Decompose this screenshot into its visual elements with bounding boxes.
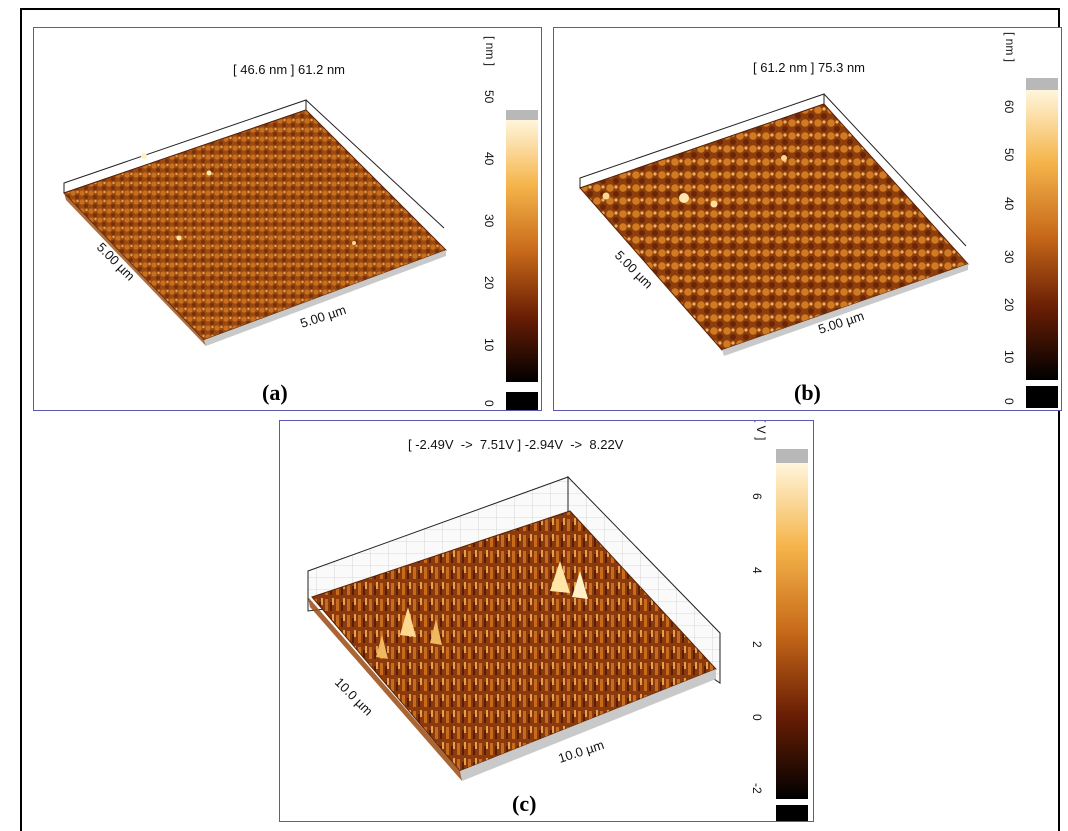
panel-b-tick: 60 <box>1002 100 1016 114</box>
panel-b-range-text: [ 61.2 nm ] 75.3 nm <box>753 60 866 75</box>
panel-c-x-axis-label: 10.0 µm <box>556 737 606 766</box>
panel-c-tick: 4 <box>750 567 764 574</box>
panel-c-tick: 2 <box>750 641 764 648</box>
panel-a-tick: 20 <box>482 276 496 290</box>
panel-b-tick: 50 <box>1002 148 1016 162</box>
panel-c-tick: 6 <box>750 493 764 500</box>
panel-c-colorbar-unit: [ V ] <box>754 420 768 441</box>
panel-c-tick: 0 <box>750 714 764 721</box>
panel-c-surface-plot: 10.0 µm 10.0 µm <box>307 475 721 781</box>
panel-b-caption: (b) <box>794 380 821 405</box>
panel-c-range-text: [ -2.49V -> 7.51V ] -2.94V -> 8.22V <box>408 437 624 452</box>
panel-b-tick: 10 <box>1002 350 1016 364</box>
panel-b-tick: 20 <box>1002 298 1016 312</box>
panel-b-tick: 30 <box>1002 250 1016 264</box>
panel-b-tick: 0 <box>1002 398 1016 405</box>
panel-a-caption: (a) <box>262 380 288 405</box>
panel-a-colorbar <box>504 110 540 410</box>
panel-c-tick: -2 <box>750 783 764 794</box>
panel-a-tick: 10 <box>482 338 496 352</box>
panel-c-colorbar <box>774 449 810 821</box>
panel-a-tick: 30 <box>482 214 496 228</box>
panel-a-range-text: [ 46.6 nm ] 61.2 nm <box>233 62 346 77</box>
panel-b-surface-plot: 5.00 µm 5.00 µm <box>579 93 969 356</box>
panel-a-surface-plot: 5.00 µm 5.00 µm <box>63 99 447 346</box>
afm-panel-c: [ -2.49V -> 7.51V ] -2.94V -> 8.22V <box>279 420 814 822</box>
panel-c-y-axis-label: 10.0 µm <box>332 675 376 719</box>
panel-a-tick: 50 <box>482 90 496 104</box>
panel-b-colorbar <box>1024 78 1060 408</box>
figure-frame <box>20 8 1060 831</box>
panel-a-colorbar-unit: [ nm ] <box>483 36 497 67</box>
panel-b-tick: 40 <box>1002 197 1016 211</box>
afm-panel-b: [ 61.2 nm ] 75.3 nm 5.00 µm 5.00 µm [ nm… <box>553 27 1062 411</box>
panel-a-tick: 40 <box>482 152 496 166</box>
panel-a-tick: 0 <box>482 400 496 407</box>
panel-c-caption: (c) <box>512 791 537 816</box>
panel-b-colorbar-unit: [ nm ] <box>1003 32 1017 63</box>
afm-panel-a: [ 46.6 nm ] 61.2 nm 5.00 µm 5.00 µm [ <box>33 27 542 411</box>
